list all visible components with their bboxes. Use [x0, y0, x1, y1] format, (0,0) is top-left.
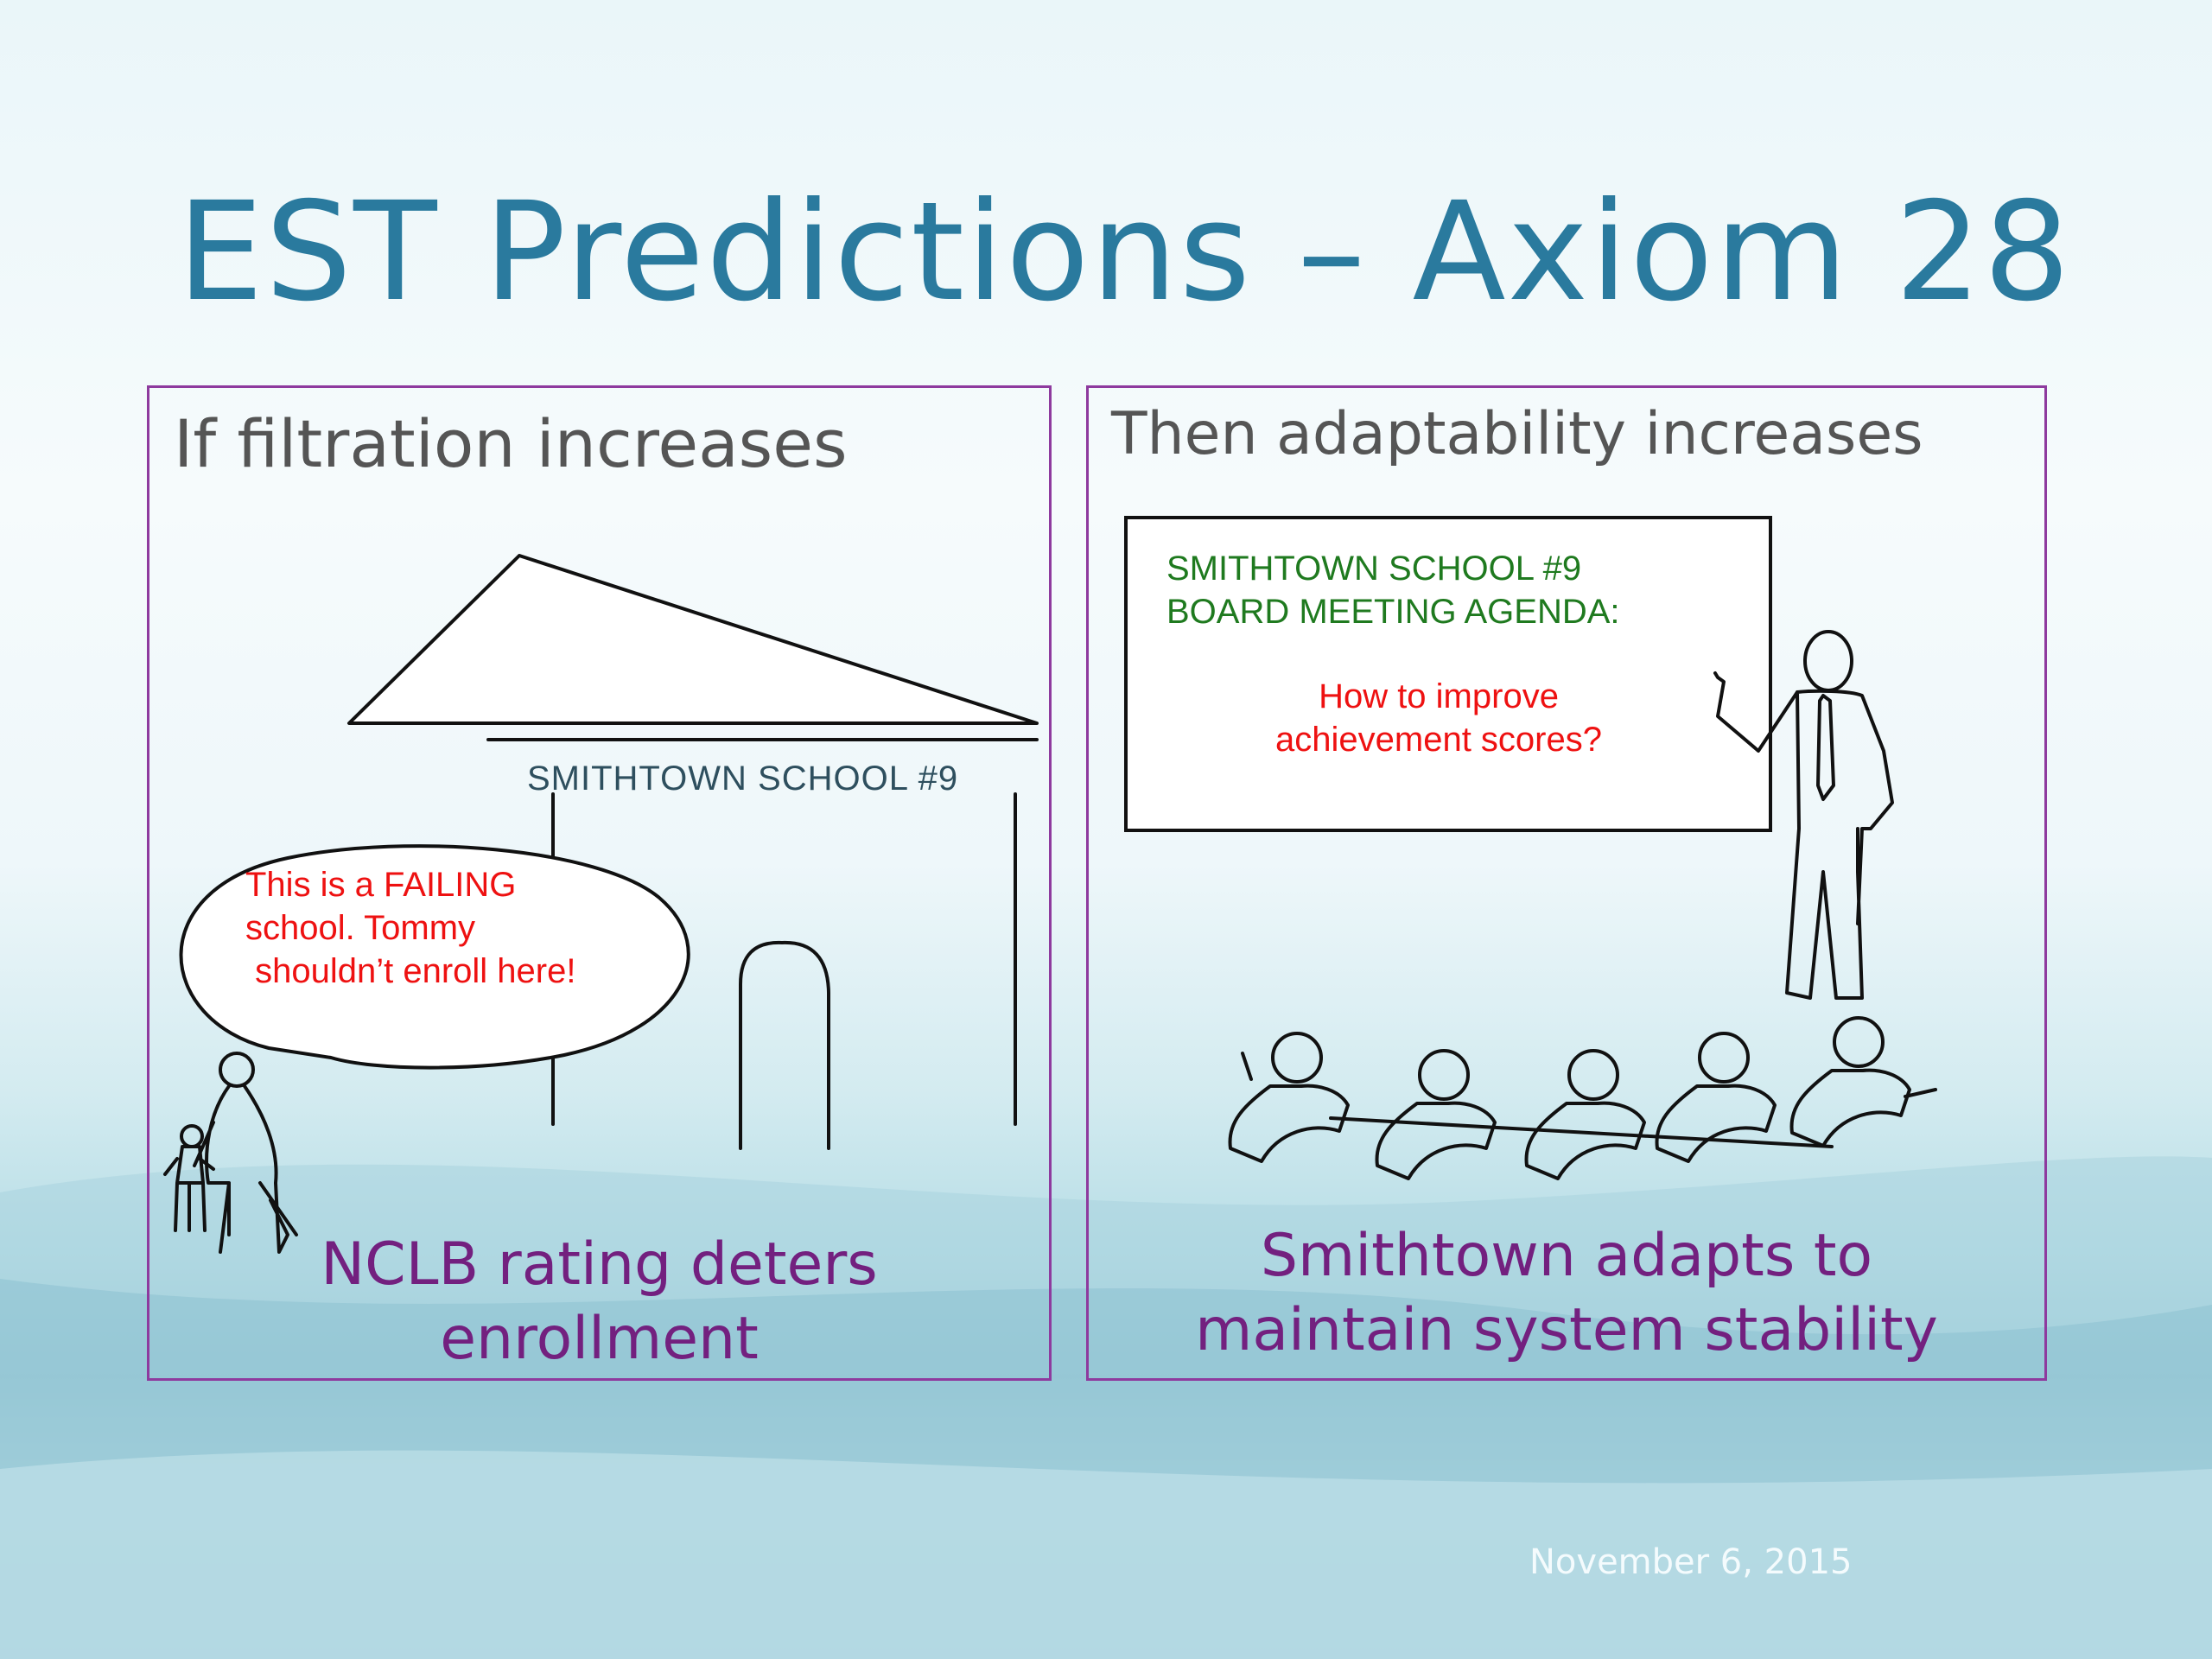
audience-head	[1698, 1032, 1750, 1084]
right-panel-heading: Then adaptability increases	[1111, 400, 1923, 468]
meeting-table	[1329, 1116, 1834, 1148]
speech-line-1: This is a FAILING	[245, 866, 516, 904]
audience-head	[1418, 1049, 1470, 1101]
right-caption: Smithtown adapts to maintain system stab…	[1089, 1219, 2044, 1368]
right-caption-line-2: maintain system stability	[1195, 1296, 1938, 1364]
presenter-body	[1713, 671, 1894, 1000]
audience-head	[1271, 1032, 1323, 1084]
child-head	[180, 1124, 204, 1148]
adult-body	[193, 1084, 298, 1254]
audience	[1228, 1016, 1937, 1180]
school-illustration: SMITHTOWN SCHOOL #9 This is a FAILING sc…	[163, 554, 1039, 1254]
audience-head	[1833, 1016, 1885, 1068]
speech-bubble	[179, 844, 690, 1070]
left-caption: NCLB rating deters enrollment	[149, 1228, 1049, 1376]
board-line-2: BOARD MEETING AGENDA:	[1166, 593, 1620, 631]
left-panel: If filtration increases SMITHTOWN SCHOOL…	[147, 385, 1052, 1381]
child-body	[163, 1145, 215, 1232]
left-caption-line-2: enrollment	[440, 1305, 759, 1373]
presenter-head	[1803, 630, 1853, 692]
audience-head	[1567, 1049, 1619, 1101]
school-door	[739, 940, 830, 1150]
speech-line-2: school. Tommy	[245, 909, 475, 947]
school-sign-text: SMITHTOWN SCHOOL #9	[527, 760, 958, 798]
right-caption-line-1: Smithtown adapts to	[1260, 1222, 1873, 1290]
audience-body	[1375, 1101, 1497, 1180]
audience-body	[1789, 1068, 1937, 1147]
board-meeting-illustration: SMITHTOWN SCHOOL #9 BOARD MEETING AGENDA…	[1124, 516, 1937, 1180]
adult-head	[219, 1052, 255, 1088]
school-roof	[347, 554, 1039, 725]
whiteboard	[1124, 516, 1772, 832]
board-question-line-1: How to improve	[1319, 677, 1559, 715]
slide-date: November 6, 2015	[1529, 1542, 1853, 1582]
audience-body	[1655, 1084, 1777, 1163]
speech-line-3: shouldn’t enroll here!	[245, 952, 575, 990]
audience-body	[1228, 1052, 1350, 1163]
left-panel-heading: If filtration increases	[174, 405, 848, 482]
slide-title: EST Predictions – Axiom 28	[177, 173, 2072, 332]
presenter-tie	[1816, 694, 1835, 801]
audience-body	[1524, 1101, 1646, 1180]
board-line-1: SMITHTOWN SCHOOL #9	[1166, 550, 1581, 588]
board-question-line-2: achievement scores?	[1275, 721, 1602, 759]
right-panel: Then adaptability increases SMITHTOWN SC…	[1086, 385, 2047, 1381]
left-caption-line-1: NCLB rating deters	[321, 1230, 878, 1299]
